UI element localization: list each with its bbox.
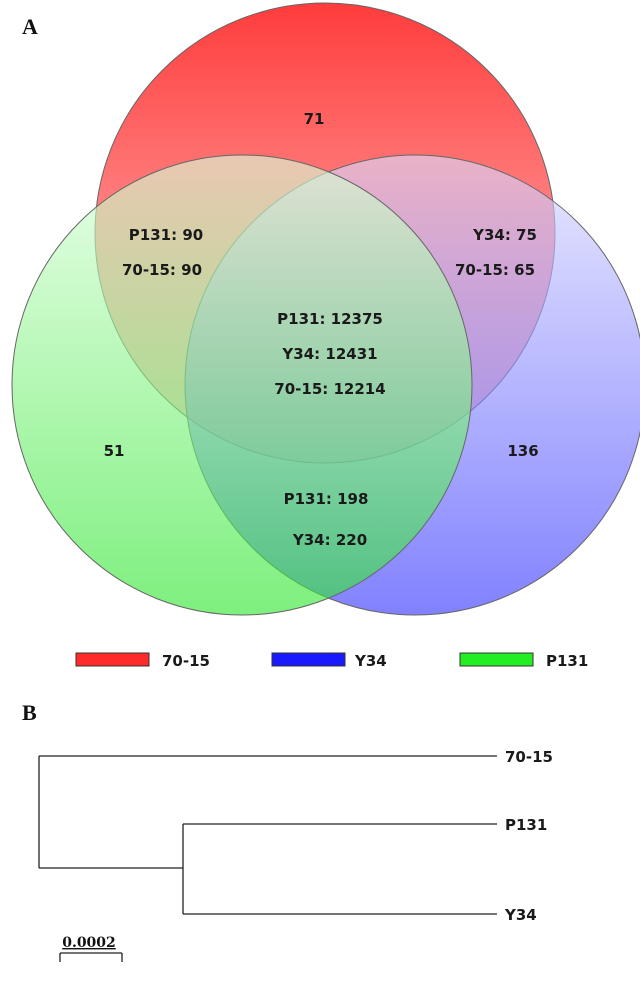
region-p131-70-15-p131: P131: 90 bbox=[129, 226, 203, 244]
scale-bar: 0.0002 bbox=[59, 935, 123, 962]
region-all-y34: Y34: 12431 bbox=[281, 345, 377, 363]
region-only-y34: 136 bbox=[507, 442, 538, 460]
legend-swatch-p131 bbox=[459, 652, 534, 667]
tree-leaf-70-15: 70-15 bbox=[505, 748, 553, 766]
legend-label-p131: P131 bbox=[546, 652, 588, 670]
region-p131-y34-y34: Y34: 220 bbox=[292, 531, 367, 549]
venn-circle-p131 bbox=[11, 154, 473, 616]
region-all-p131: P131: 12375 bbox=[277, 310, 383, 328]
panel-a-letter: A bbox=[22, 14, 38, 39]
tree-leaf-p131: P131 bbox=[505, 816, 547, 834]
region-all-70-15: 70-15: 12214 bbox=[274, 380, 385, 398]
venn-diagram: 71 51 136 P131: 90 70-15: 90 Y34: 75 70-… bbox=[11, 2, 640, 616]
scale-bar-label: 0.0002 bbox=[62, 935, 116, 951]
legend-swatch-y34 bbox=[271, 652, 346, 667]
region-p131-y34-p131: P131: 198 bbox=[284, 490, 369, 508]
legend-label-y34: Y34 bbox=[354, 652, 387, 670]
legend-swatch-70-15 bbox=[75, 652, 150, 667]
tree-leaf-y34: Y34 bbox=[504, 906, 537, 924]
legend-label-70-15: 70-15 bbox=[162, 652, 210, 670]
region-only-p131: 51 bbox=[104, 442, 125, 460]
phylogenetic-tree bbox=[38, 755, 497, 915]
legend: 70-15 Y34 P131 bbox=[75, 652, 588, 670]
region-y34-70-15-y34: Y34: 75 bbox=[472, 226, 537, 244]
region-only-70-15: 71 bbox=[304, 110, 325, 128]
region-y34-70-15-7015: 70-15: 65 bbox=[455, 261, 535, 279]
panel-b-letter: B bbox=[22, 700, 37, 725]
region-p131-70-15-7015: 70-15: 90 bbox=[122, 261, 202, 279]
